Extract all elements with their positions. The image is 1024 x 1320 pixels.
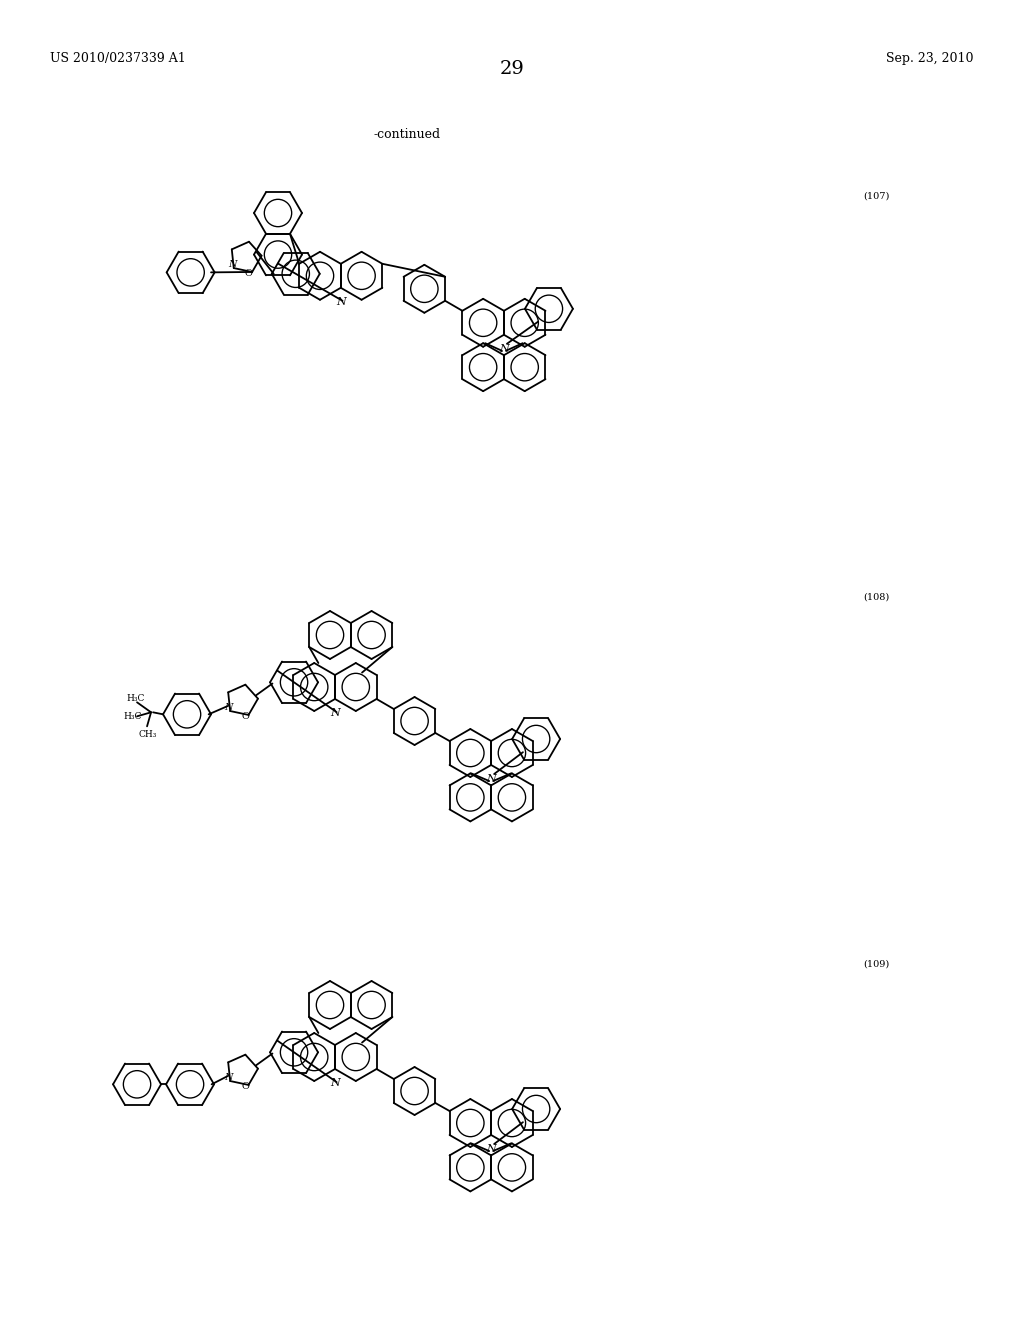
Text: H₃C: H₃C <box>127 694 145 702</box>
Text: N: N <box>336 297 346 306</box>
Text: O: O <box>245 269 253 279</box>
Text: H₃C: H₃C <box>124 711 142 721</box>
Text: -continued: -continued <box>373 128 440 141</box>
Text: N: N <box>499 343 509 354</box>
Text: (109): (109) <box>863 960 889 969</box>
Text: CH₃: CH₃ <box>139 730 158 739</box>
Text: N: N <box>486 774 496 784</box>
Text: O: O <box>242 1082 249 1090</box>
Text: N: N <box>330 708 340 718</box>
Text: N: N <box>330 1078 340 1088</box>
Text: (108): (108) <box>863 593 889 602</box>
Text: N: N <box>486 1144 496 1154</box>
Text: US 2010/0237339 A1: US 2010/0237339 A1 <box>50 51 185 65</box>
Text: 29: 29 <box>500 59 524 78</box>
Text: O: O <box>242 711 249 721</box>
Text: N: N <box>227 260 237 269</box>
Text: N: N <box>224 704 232 711</box>
Text: N: N <box>224 1073 232 1082</box>
Text: (107): (107) <box>863 191 890 201</box>
Text: Sep. 23, 2010: Sep. 23, 2010 <box>887 51 974 65</box>
